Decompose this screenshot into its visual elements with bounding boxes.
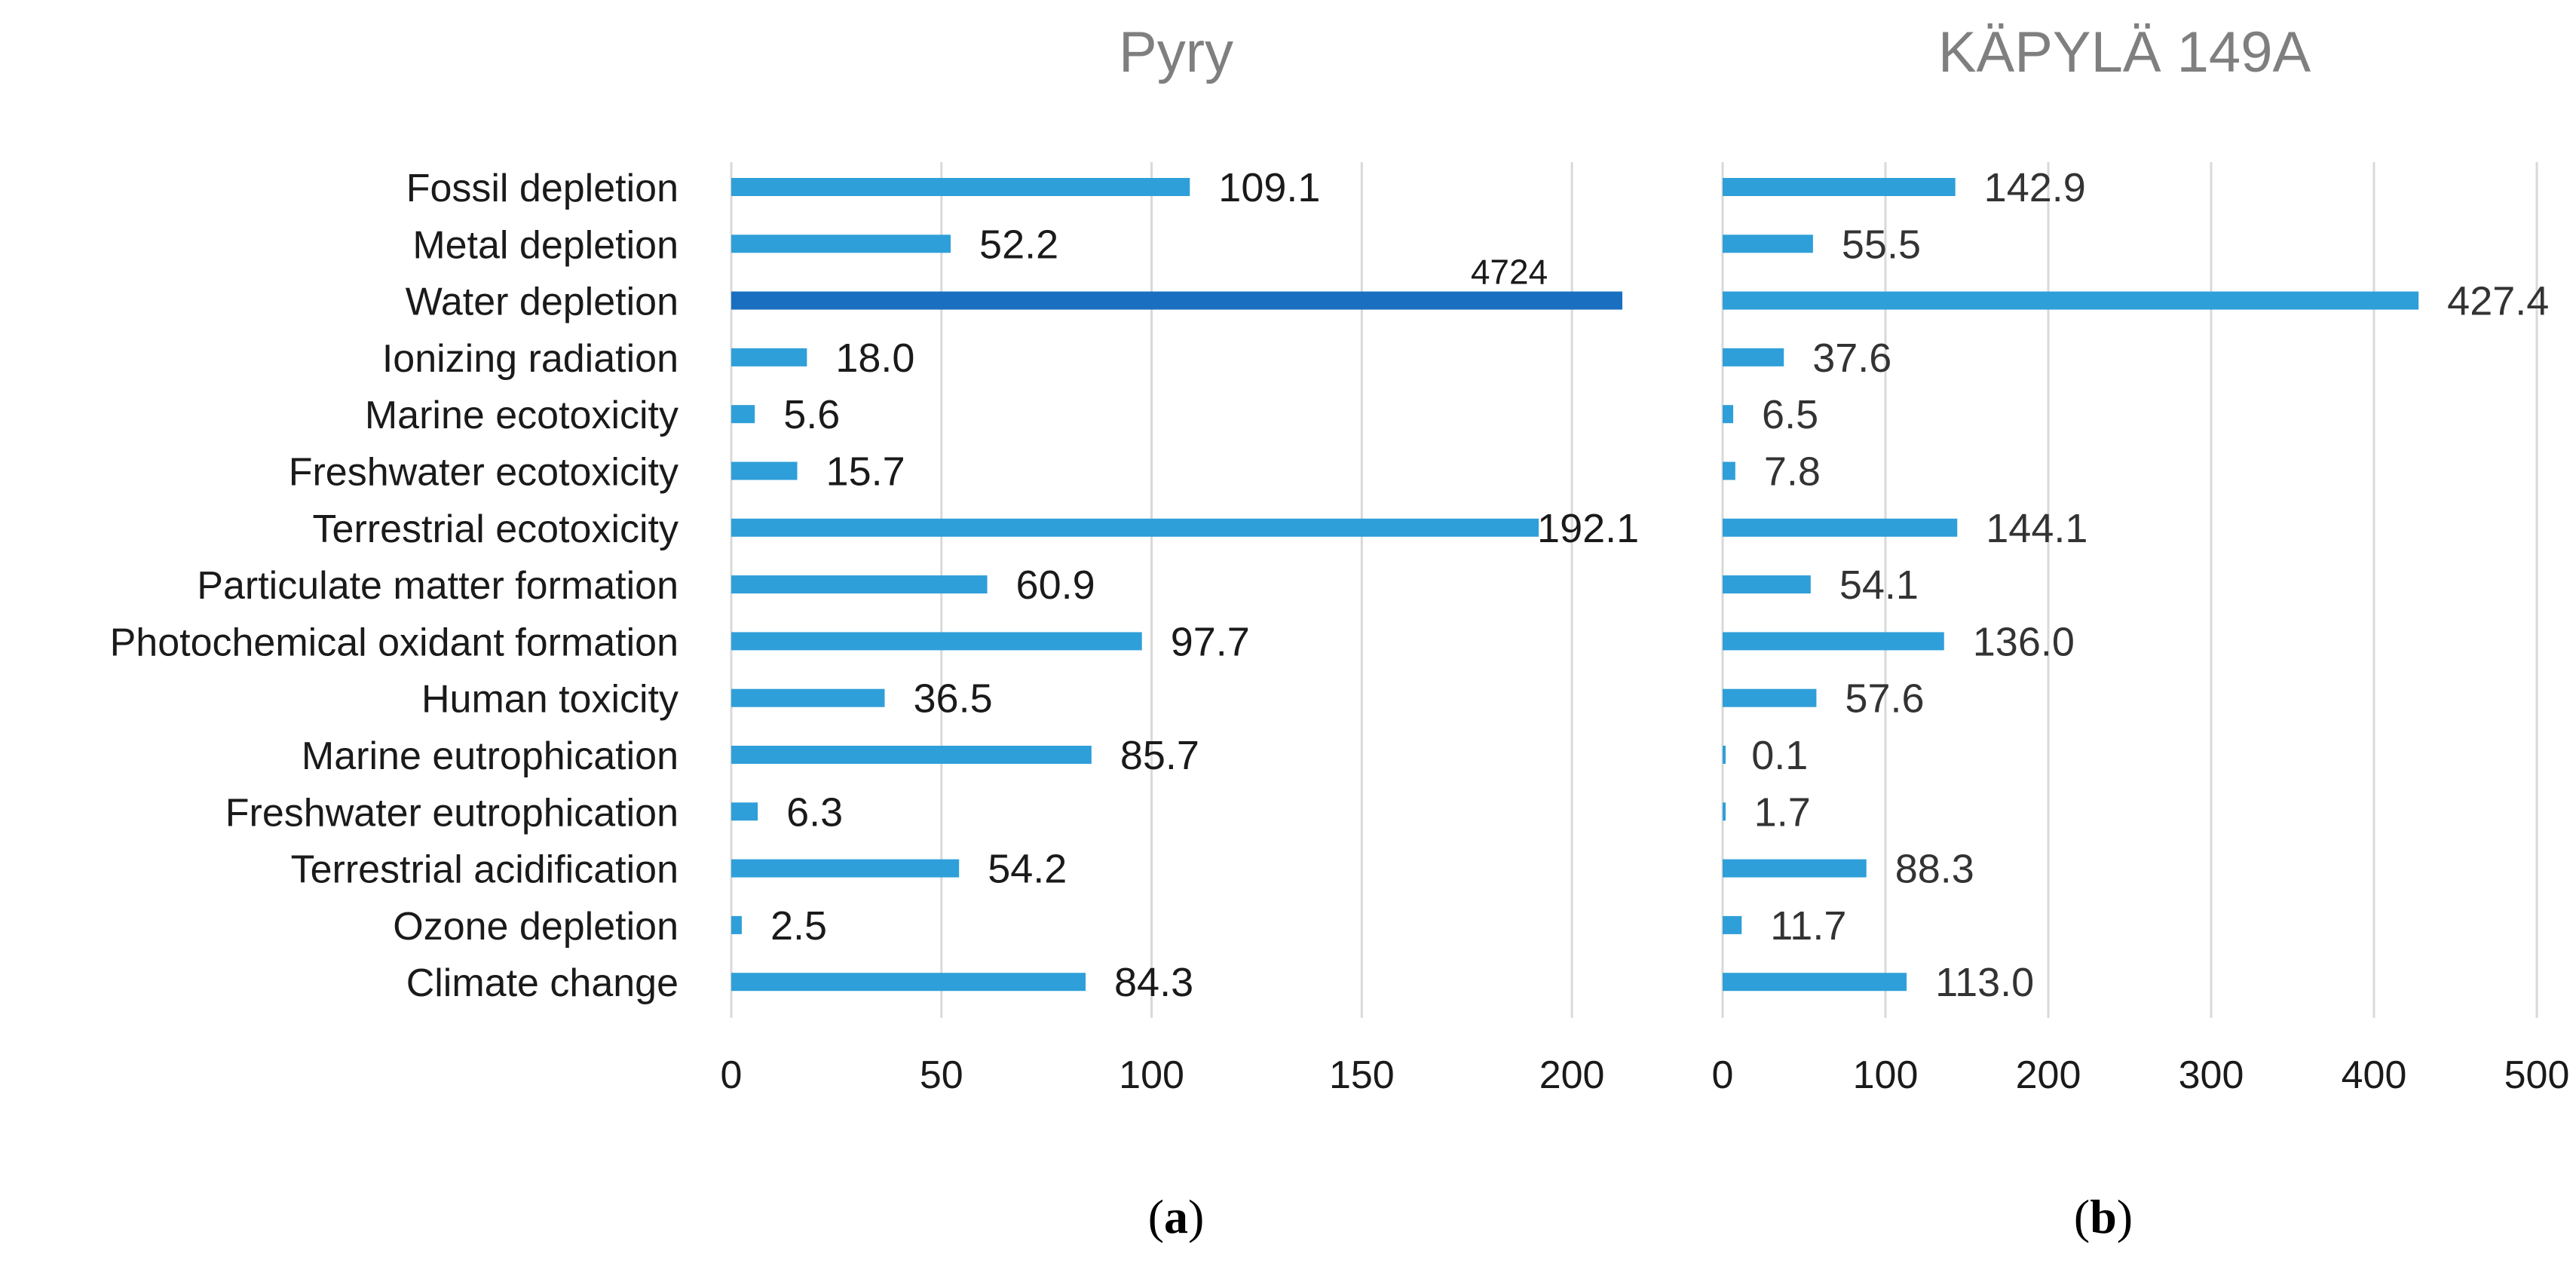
value-label: 4724 — [1471, 253, 1548, 292]
value-label: 84.3 — [1114, 960, 1193, 1005]
value-label: 136.0 — [1973, 619, 2075, 664]
category-label: Water depletion — [406, 280, 678, 324]
bar — [731, 405, 755, 424]
category-label: Metal depletion — [412, 223, 678, 267]
caption-paren: ( — [1148, 1190, 1164, 1243]
value-label: 2.5 — [770, 903, 827, 949]
category-label: Ionizing radiation — [382, 337, 678, 381]
category-label: Ozone depletion — [393, 905, 678, 949]
x-tick-label: 300 — [2179, 1053, 2244, 1097]
value-label: 37.6 — [1812, 336, 1891, 381]
bar — [731, 291, 1622, 310]
value-label: 36.5 — [914, 676, 993, 722]
value-label: 0.1 — [1751, 733, 1808, 778]
x-tick-label: 200 — [1539, 1053, 1605, 1097]
bar — [1723, 348, 1784, 366]
value-label: 109.1 — [1218, 165, 1320, 210]
bar — [1723, 518, 1958, 537]
x-tick-label: 0 — [721, 1053, 743, 1097]
value-label: 142.9 — [1984, 165, 2086, 210]
bar — [731, 348, 807, 366]
category-label: Marine eutrophication — [302, 734, 678, 778]
x-tick-label: 100 — [1119, 1053, 1184, 1097]
bar — [1723, 178, 1956, 196]
panel-caption: (b) — [2074, 1190, 2133, 1243]
bar — [1723, 859, 1867, 878]
bar — [1723, 575, 1811, 594]
category-label: Photochemical oxidant formation — [110, 621, 678, 664]
bar — [1723, 802, 1726, 821]
category-label: Human toxicity — [421, 678, 678, 722]
value-label: 113.0 — [1935, 960, 2034, 1005]
value-label: 1.7 — [1754, 789, 1811, 835]
x-tick-label: 150 — [1329, 1053, 1395, 1097]
value-label: 6.5 — [1762, 392, 1818, 437]
bar — [731, 859, 960, 878]
bar — [731, 235, 951, 253]
value-label: 54.1 — [1839, 562, 1919, 608]
chart-panel-kapyla: KÄPYLÄ 149A 0 100 200 300 400 500 142.9 55.5 427.… — [1712, 20, 2570, 1243]
value-label: 85.7 — [1120, 733, 1199, 778]
bar — [1723, 291, 2419, 310]
bar — [1723, 632, 1944, 651]
bar — [731, 518, 1539, 537]
value-label: 11.7 — [1770, 903, 1846, 949]
bar — [731, 973, 1086, 992]
x-tick-label: 50 — [920, 1053, 963, 1097]
caption-paren: ) — [2117, 1190, 2133, 1243]
caption-letter: b — [2090, 1190, 2117, 1243]
bar — [731, 632, 1142, 651]
x-tick-label: 100 — [1853, 1053, 1919, 1097]
category-label: Freshwater ecotoxicity — [289, 451, 678, 495]
value-label: 60.9 — [1016, 562, 1095, 608]
value-label: 52.2 — [979, 222, 1058, 267]
bar — [1723, 915, 1742, 934]
chart-title: KÄPYLÄ 149A — [1938, 20, 2311, 84]
value-label: 97.7 — [1171, 619, 1250, 664]
chart-panel-pyry: Pyry 0 50 100 150 200 Fossil depletion 109.1 Met… — [110, 20, 1640, 1243]
bar — [1723, 235, 1813, 253]
bar — [731, 178, 1190, 196]
value-label: 6.3 — [786, 789, 843, 835]
chart-title: Pyry — [1119, 20, 1233, 84]
value-label: 15.7 — [826, 449, 905, 495]
panel-caption: (a) — [1148, 1190, 1205, 1243]
value-label: 5.6 — [783, 392, 840, 437]
bar — [1723, 405, 1734, 424]
caption-paren: ) — [1188, 1190, 1204, 1243]
bar — [1723, 688, 1817, 707]
category-label: Freshwater eutrophication — [225, 791, 678, 835]
value-label: 57.6 — [1845, 676, 1924, 722]
bar — [1723, 461, 1735, 480]
caption-letter: a — [1164, 1190, 1188, 1243]
category-label: Fossil depletion — [406, 167, 678, 210]
value-label: 18.0 — [835, 336, 914, 381]
bar — [731, 575, 988, 594]
bar — [1723, 973, 1907, 992]
category-label: Climate change — [406, 961, 678, 1005]
category-label: Marine ecotoxicity — [365, 394, 678, 437]
value-label: 88.3 — [1895, 847, 1974, 892]
value-label: 7.8 — [1764, 449, 1821, 495]
x-tick-label: 200 — [2016, 1053, 2081, 1097]
bar — [731, 746, 1092, 764]
x-tick-label: 500 — [2504, 1053, 2570, 1097]
bar — [1723, 746, 1726, 764]
category-label: Terrestrial ecotoxicity — [313, 507, 678, 551]
category-label: Particulate matter formation — [197, 564, 678, 608]
caption-paren: ( — [2074, 1190, 2090, 1243]
value-label: 55.5 — [1842, 222, 1921, 267]
value-label: 192.1 — [1537, 506, 1639, 551]
bar — [731, 802, 758, 821]
value-label: 427.4 — [2447, 279, 2549, 324]
x-tick-label: 400 — [2342, 1053, 2407, 1097]
bar — [731, 915, 742, 934]
x-tick-label: 0 — [1712, 1053, 1734, 1097]
category-label: Terrestrial acidification — [291, 848, 678, 892]
bar — [731, 461, 798, 480]
bar — [731, 688, 885, 707]
value-label: 54.2 — [988, 847, 1067, 892]
value-label: 144.1 — [1986, 506, 2087, 551]
